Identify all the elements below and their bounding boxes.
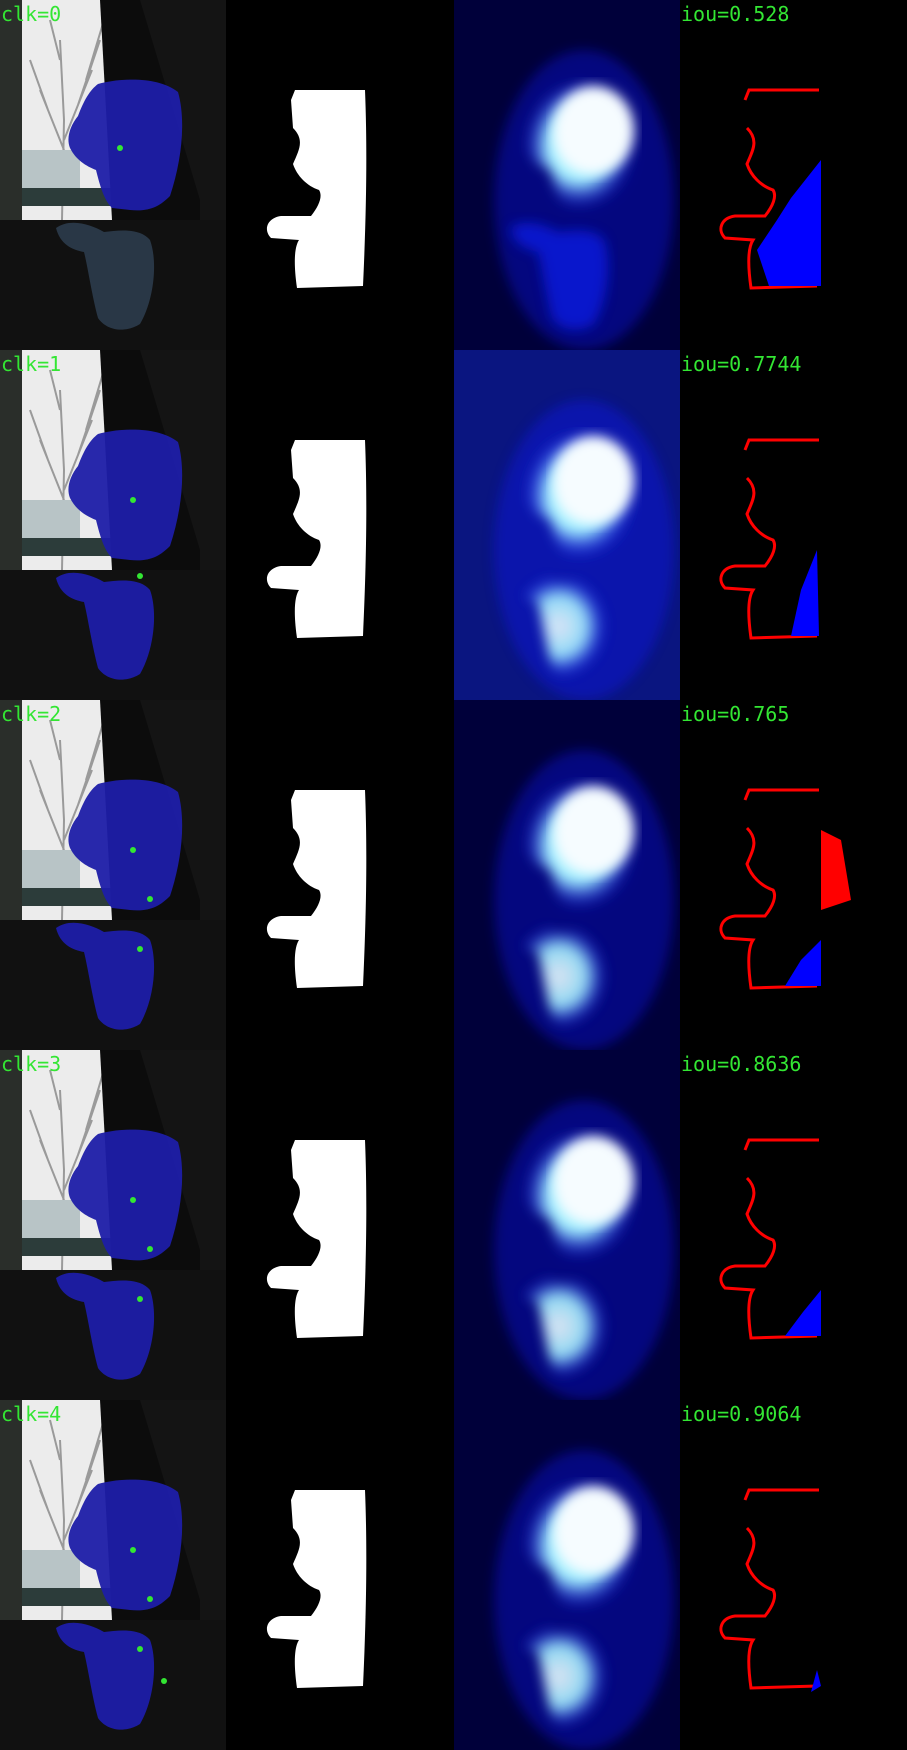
- iou-score-label: iou=0.8636: [681, 1052, 802, 1076]
- click-point: [117, 145, 123, 151]
- iou-score-label: iou=0.7744: [681, 352, 802, 376]
- dog-paw-mask-overlay: [56, 1622, 155, 1730]
- overlay-image-cell: [0, 0, 226, 350]
- probability-map-cell: [454, 700, 680, 1050]
- result-row: clk=0 iou=0.528: [0, 0, 907, 350]
- overlay-image: [0, 350, 226, 700]
- ground-truth-mask-cell: [227, 700, 453, 1050]
- ground-truth-mask-cell: [227, 1050, 453, 1400]
- click-count-label: clk=4: [1, 1402, 62, 1426]
- ground-truth-mask-cell: [227, 350, 453, 700]
- overlay-image: [0, 700, 226, 1050]
- probability-map-cell: [454, 1050, 680, 1400]
- error-map-cell: [681, 1400, 907, 1750]
- overlay-image: [0, 0, 226, 350]
- probability-map: [454, 350, 680, 700]
- click-count-label: clk=3: [1, 1052, 62, 1076]
- error-map-cell: [681, 0, 907, 350]
- click-point: [137, 946, 143, 952]
- error-map: [719, 1138, 821, 1340]
- probability-map: [454, 700, 680, 1050]
- error-map: [719, 1488, 821, 1692]
- ground-truth-mask: [266, 1140, 367, 1338]
- error-map-cell: [681, 350, 907, 700]
- dog-head-mask-overlay: [68, 429, 183, 561]
- overlay-image-cell: [0, 350, 226, 700]
- probability-map: [454, 0, 680, 350]
- overlay-image-cell: [0, 700, 226, 1050]
- iou-score-label: iou=0.765: [681, 702, 790, 726]
- result-row: clk=3 iou=0.8636: [0, 1050, 907, 1400]
- overlay-image-cell: [0, 1400, 226, 1750]
- click-count-label: clk=0: [1, 2, 62, 26]
- click-point: [161, 1678, 167, 1684]
- click-point: [137, 573, 143, 579]
- dog-head-mask-overlay: [68, 1479, 183, 1611]
- result-row: clk=2 iou=0.765: [0, 700, 907, 1050]
- click-point: [130, 1197, 136, 1203]
- error-map: [719, 438, 819, 640]
- click-count-label: clk=1: [1, 352, 62, 376]
- probability-map-cell: [454, 350, 680, 700]
- click-point: [147, 1596, 153, 1602]
- result-row: clk=4 iou=0.9064: [0, 1400, 907, 1750]
- ground-truth-mask-cell: [227, 0, 453, 350]
- ground-truth-mask: [266, 1490, 367, 1688]
- click-point: [147, 896, 153, 902]
- click-point: [137, 1646, 143, 1652]
- probability-map: [454, 1050, 680, 1400]
- iou-score-label: iou=0.528: [681, 2, 790, 26]
- overlay-image-cell: [0, 1050, 226, 1400]
- probability-map: [454, 1400, 680, 1750]
- error-map: [719, 88, 821, 290]
- click-point: [130, 1547, 136, 1553]
- result-row: clk=1 iou=0.7744: [0, 350, 907, 700]
- error-map-cell: [681, 1050, 907, 1400]
- ground-truth-mask: [266, 90, 367, 288]
- probability-map-cell: [454, 1400, 680, 1750]
- dog-paw-mask-overlay: [56, 922, 155, 1030]
- overlay-image: [0, 1050, 226, 1400]
- ground-truth-mask: [266, 790, 367, 988]
- dog-paw-mask-overlay: [56, 222, 155, 330]
- dog-head-mask-overlay: [68, 1129, 183, 1261]
- click-point: [130, 497, 136, 503]
- overlay-image: [0, 1400, 226, 1750]
- click-point: [130, 847, 136, 853]
- click-point: [137, 1296, 143, 1302]
- click-count-label: clk=2: [1, 702, 62, 726]
- click-point: [147, 1246, 153, 1252]
- probability-map-cell: [454, 0, 680, 350]
- dog-head-mask-overlay: [68, 779, 183, 911]
- dog-paw-mask-overlay: [56, 1272, 155, 1380]
- error-map-cell: [681, 700, 907, 1050]
- error-map: [719, 788, 851, 990]
- dog-paw-mask-overlay: [56, 572, 155, 680]
- ground-truth-mask-cell: [227, 1400, 453, 1750]
- dog-head-mask-overlay: [68, 79, 183, 211]
- iou-score-label: iou=0.9064: [681, 1402, 802, 1426]
- ground-truth-mask: [266, 440, 367, 638]
